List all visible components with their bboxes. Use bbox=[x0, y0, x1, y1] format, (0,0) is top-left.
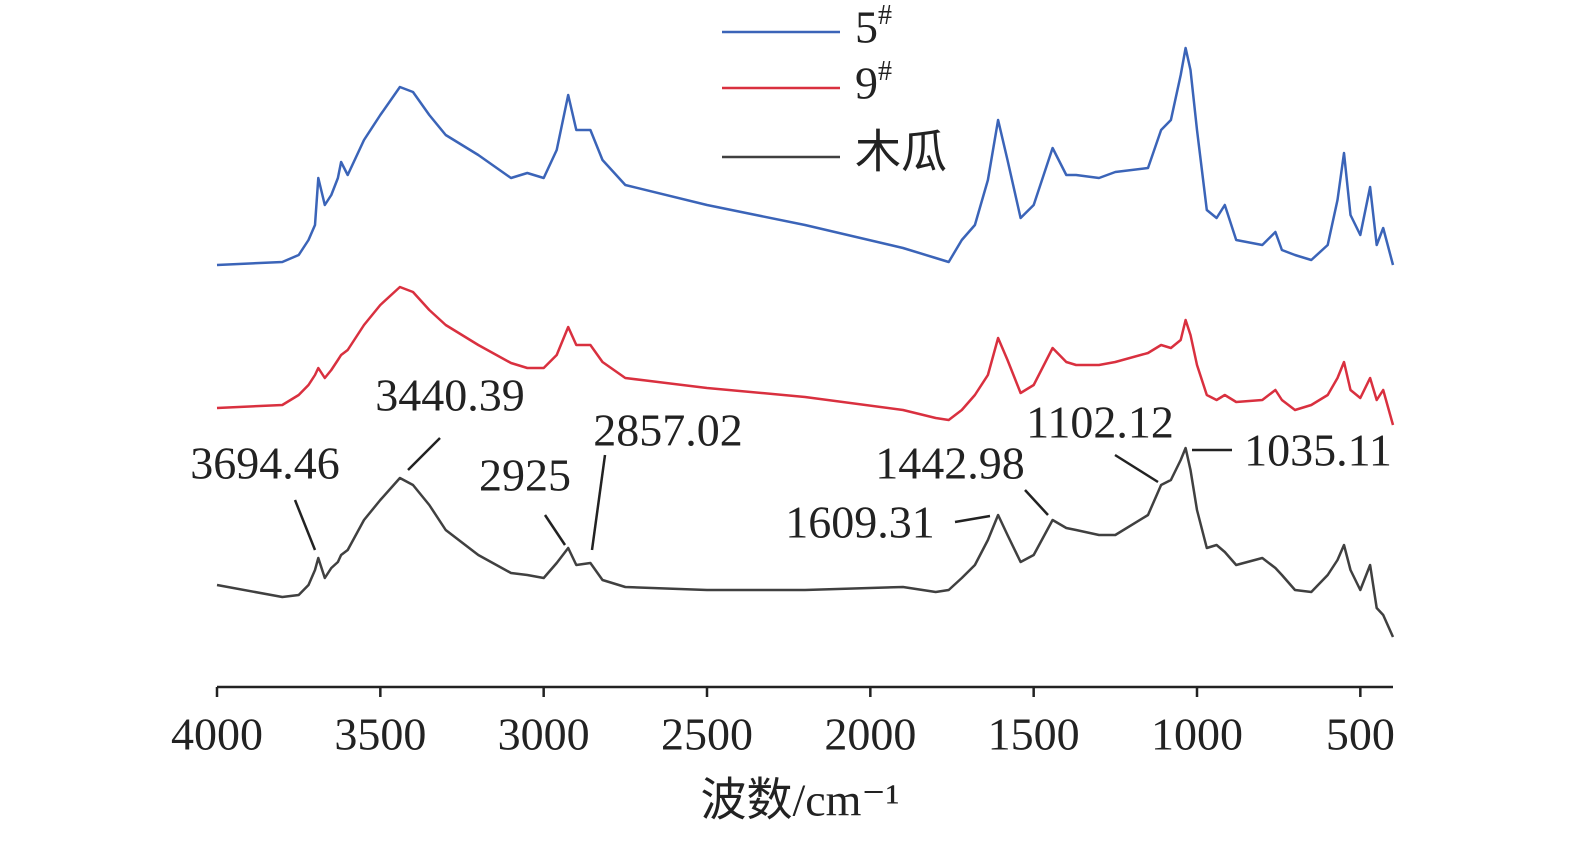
x-tick-label: 500 bbox=[1326, 709, 1395, 760]
x-tick-label: 1500 bbox=[988, 709, 1080, 760]
legend-label: 9# bbox=[855, 56, 892, 108]
annotation: 1609.31 bbox=[785, 497, 935, 548]
annotation: 1035.11 bbox=[1244, 425, 1392, 476]
annotation: 2857.02 bbox=[593, 405, 743, 456]
annotation-leader bbox=[407, 437, 441, 471]
x-tick-label: 1000 bbox=[1151, 709, 1243, 760]
annotation-leader bbox=[1024, 489, 1049, 516]
spectrum-line bbox=[216, 446, 1395, 638]
annotation-leader bbox=[954, 514, 991, 524]
spectrum-line bbox=[216, 285, 1395, 426]
annotation: 3440.39 bbox=[375, 370, 525, 421]
annotation: 3694.46 bbox=[190, 438, 340, 489]
legend-label: 5# bbox=[855, 0, 892, 52]
annotation-leader bbox=[590, 454, 607, 551]
x-tick-label: 2500 bbox=[661, 709, 753, 760]
annotation-leader bbox=[1114, 453, 1159, 484]
annotation: 1102.12 bbox=[1026, 397, 1174, 448]
x-axis-label: 波数/cm⁻¹ bbox=[700, 775, 899, 826]
annotation-leader bbox=[293, 499, 317, 551]
annotation: 2925 bbox=[479, 450, 571, 501]
x-tick-label: 3000 bbox=[498, 709, 590, 760]
annotation-leader bbox=[543, 514, 567, 546]
spectrum-line bbox=[216, 46, 1395, 267]
x-tick-label: 3500 bbox=[334, 709, 426, 760]
legend-label: 木瓜 bbox=[855, 127, 947, 178]
x-tick-label: 4000 bbox=[171, 709, 263, 760]
annotation: 1442.98 bbox=[875, 438, 1025, 489]
x-tick-label: 2000 bbox=[824, 709, 916, 760]
